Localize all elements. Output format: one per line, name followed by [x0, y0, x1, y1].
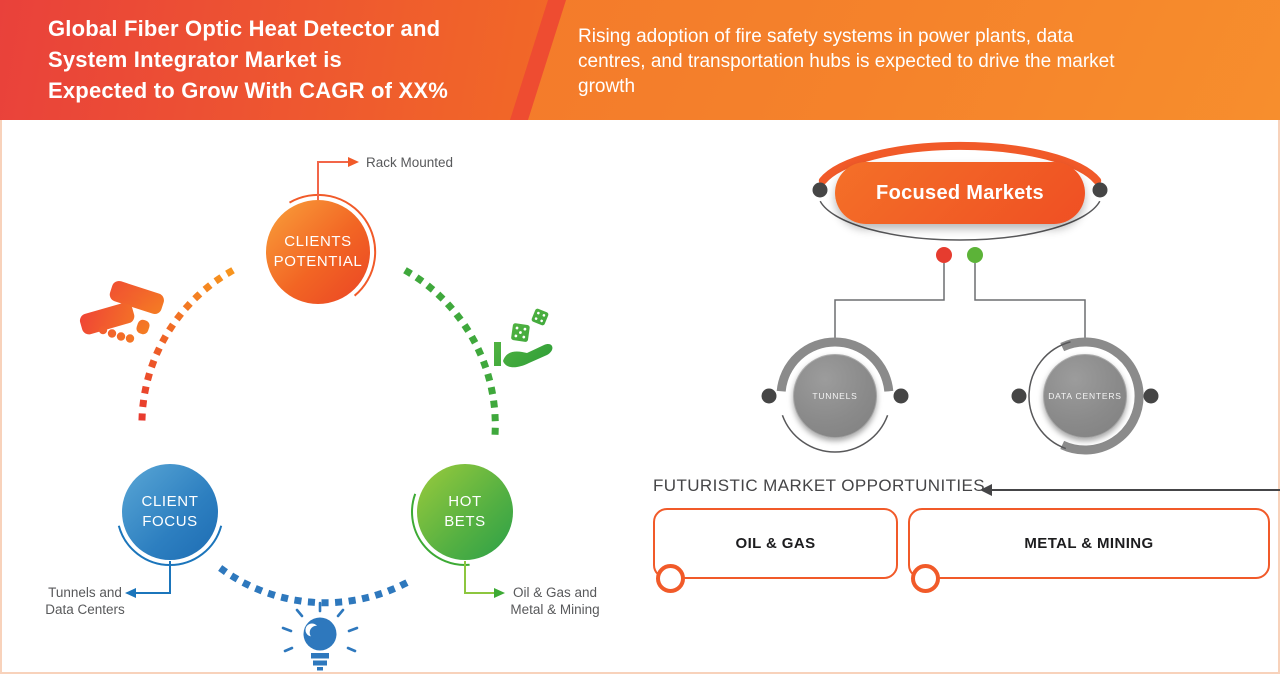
page-title-line: Global Fiber Optic Heat Detector and	[48, 16, 441, 41]
orange-circle-accent-arc	[288, 193, 377, 297]
hot-bets-circle: HOT BETS	[417, 464, 513, 560]
clients-potential-circle: CLIENTS POTENTIAL	[266, 200, 370, 304]
tunnels-left-dot	[761, 388, 777, 404]
pill-right-dot	[1092, 182, 1108, 198]
datacenters-node: DATA CENTERS	[1043, 354, 1127, 438]
connector-line-datacenters	[974, 263, 1086, 339]
page-title-line: Expected to Grow With CAGR of XX%	[48, 78, 448, 103]
metal-mining-box-label: METAL & MINING	[1024, 535, 1154, 552]
green-connector-dot	[967, 247, 983, 263]
dice-in-hand-icon	[494, 308, 553, 368]
opportunities-arrow	[980, 484, 1280, 496]
red-connector-dot	[936, 247, 952, 263]
circle-label-line: FOCUS	[142, 513, 198, 530]
page-title: Global Fiber Optic Heat Detector and Sys…	[48, 13, 448, 106]
header-subtitle-line: growth	[578, 76, 636, 97]
header-right-panel	[524, 0, 1280, 120]
oil-gas-callout-line	[464, 561, 505, 598]
pill-orange-arc	[818, 141, 1102, 185]
tunnels-node: TUNNELS	[793, 354, 877, 438]
datacenters-node-label: DATA CENTERS	[1048, 391, 1122, 401]
circle-label-line: CLIENTS	[284, 233, 352, 250]
clients-cycle-diagram: CLIENTS POTENTIAL CLIENT FOCUS HOT BETS …	[0, 120, 640, 674]
datacenters-right-dot	[1143, 388, 1159, 404]
rack-mounted-label: Rack Mounted	[366, 155, 454, 170]
focused-markets-pill: Focused Markets	[835, 162, 1085, 224]
client-focus-circle: CLIENT FOCUS	[122, 464, 218, 560]
page-title-line: System Integrator Market is	[48, 47, 342, 72]
green-circle-accent-arc	[411, 493, 470, 566]
circle-label-line: BETS	[444, 513, 486, 530]
right-diagram-canvas	[761, 141, 1280, 496]
rack-mounted-callout-line	[317, 157, 359, 200]
dotted-arc-right	[403, 267, 499, 439]
tunnels-callout-line	[125, 561, 171, 598]
header-subtitle: Rising adoption of fire safety systems i…	[578, 24, 1115, 99]
tunnels-node-label: TUNNELS	[812, 391, 858, 401]
tunnels-thick-arc	[776, 337, 894, 392]
metal-mining-box: METAL & MINING	[908, 508, 1270, 579]
oilgas-metalmining-label: Oil & Gas and Metal & Mining	[510, 585, 600, 617]
connector-line-tunnels	[834, 263, 945, 339]
oil-gas-box: OIL & GAS	[653, 508, 898, 579]
header-subtitle-line: centres, and transportation hubs is expe…	[578, 51, 1115, 72]
pill-left-dot	[812, 182, 828, 198]
tunnels-right-dot	[893, 388, 909, 404]
tunnels-thin-arc	[781, 414, 889, 453]
dotted-arc-bottom	[218, 565, 413, 607]
circle-label-line: HOT	[448, 493, 482, 510]
header-subtitle-line: Rising adoption of fire safety systems i…	[578, 26, 1074, 47]
datacenters-left-dot	[1011, 388, 1027, 404]
lightbulb-icon	[281, 601, 359, 671]
focused-markets-label: Focused Markets	[876, 181, 1044, 204]
handshake-icon	[79, 280, 164, 343]
oil-gas-box-label: OIL & GAS	[735, 535, 816, 552]
pill-gray-arc	[819, 200, 1101, 241]
datacenters-thick-arc	[1060, 337, 1144, 455]
oil-gas-box-ring-icon	[656, 564, 685, 593]
tunnels-datacenters-label: Tunnels and Data Centers	[45, 585, 125, 617]
datacenters-thin-arc	[1028, 341, 1071, 450]
left-diagram-canvas	[79, 157, 553, 671]
metal-mining-box-ring-icon	[911, 564, 940, 593]
circle-label-line: CLIENT	[141, 493, 199, 510]
header-banner: Global Fiber Optic Heat Detector and Sys…	[0, 0, 1280, 120]
circle-label-line: POTENTIAL	[273, 253, 363, 270]
opportunities-heading: FUTURISTIC MARKET OPPORTUNITIES	[653, 476, 985, 495]
focused-markets-diagram: Focused Markets TUNNELS DATA CENTERS FUT…	[640, 120, 1280, 674]
